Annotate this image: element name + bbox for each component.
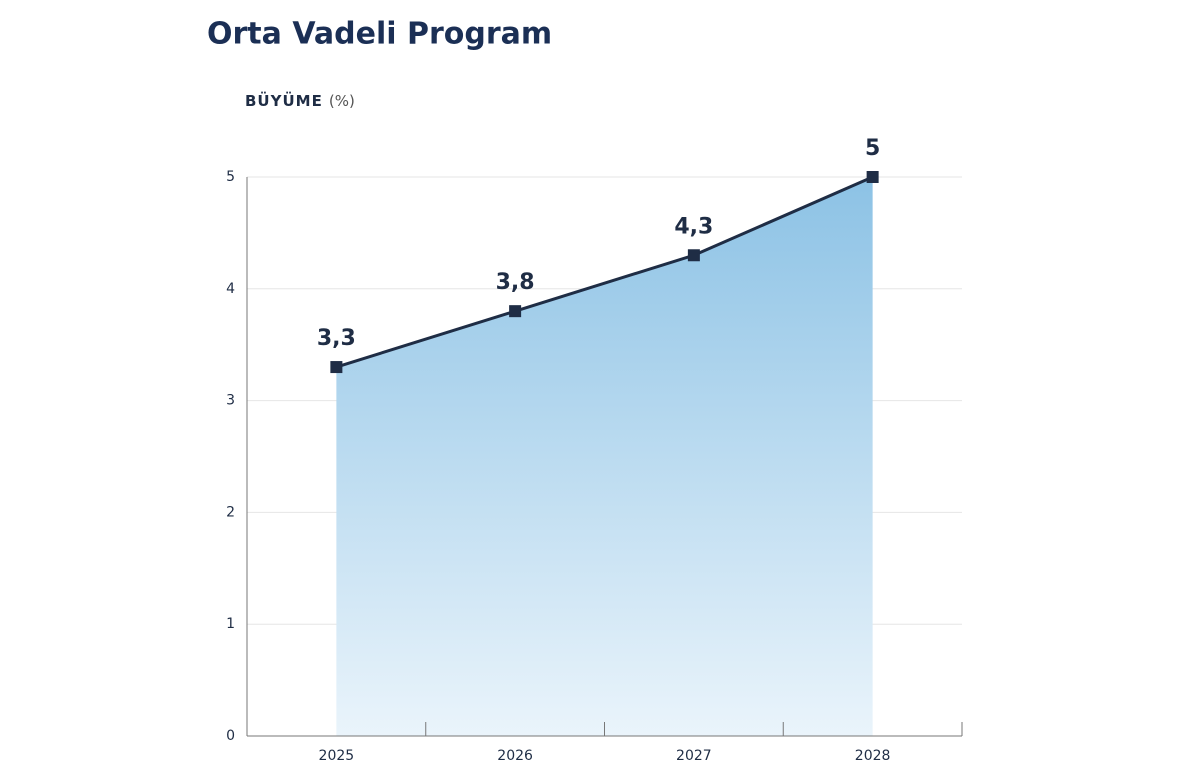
y-tick-label: 5: [226, 169, 235, 185]
x-tick-label: 2026: [497, 748, 533, 764]
y-axis-unit: (%): [329, 92, 355, 110]
value-label: 3,8: [496, 270, 535, 295]
y-axis-label: BÜYÜME (%): [245, 91, 355, 110]
value-label: 3,3: [317, 326, 356, 351]
y-tick-label: 1: [226, 616, 235, 632]
marker: [866, 171, 879, 183]
y-tick-label: 3: [226, 393, 235, 409]
y-tick-label: 2: [226, 504, 235, 520]
area: [336, 177, 873, 736]
y-axis-label-main: BÜYÜME: [245, 91, 323, 110]
x-tick-label: 2027: [676, 748, 712, 764]
y-tick-label: 4: [226, 281, 235, 297]
marker: [330, 361, 343, 374]
x-tick-label: 2025: [319, 748, 355, 764]
x-tick-label: 2028: [855, 748, 891, 764]
line: [335, 175, 874, 369]
value-label: 4,3: [674, 214, 713, 239]
chart-title: Orta Vadeli Program: [207, 17, 552, 52]
value-label: 5: [865, 136, 880, 161]
marker: [687, 249, 700, 262]
y-tick-label: 0: [226, 728, 235, 744]
marker: [509, 305, 522, 318]
